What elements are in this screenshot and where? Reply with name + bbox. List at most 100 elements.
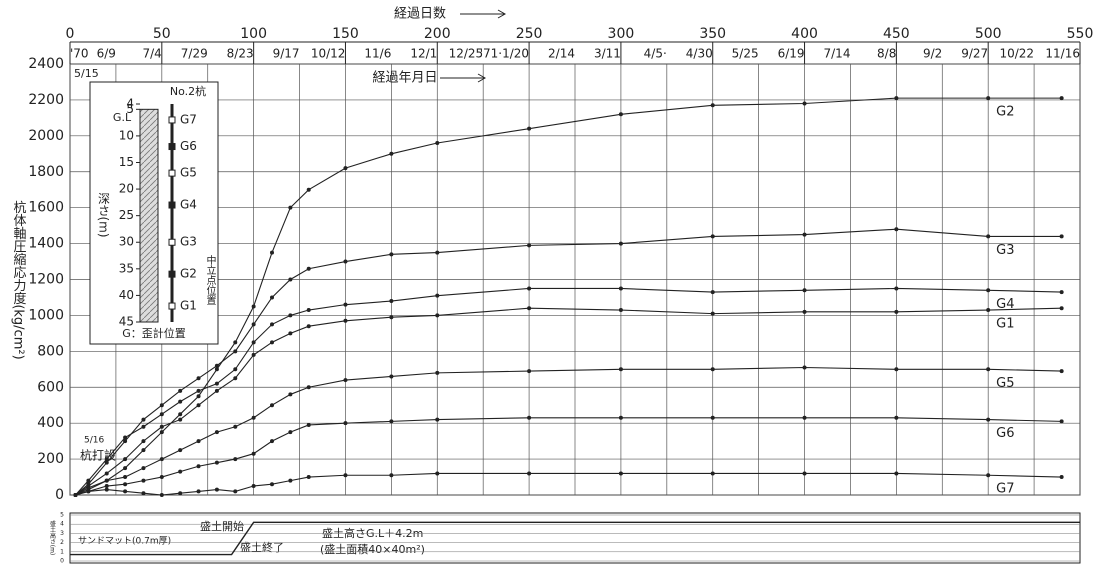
gauge-label: G7 bbox=[180, 112, 197, 126]
x-tick-label: 100 bbox=[240, 26, 267, 42]
data-point bbox=[288, 313, 292, 317]
data-point bbox=[894, 471, 898, 475]
data-point bbox=[435, 251, 439, 255]
data-point bbox=[233, 376, 237, 380]
data-point bbox=[160, 430, 164, 434]
data-point bbox=[123, 466, 127, 470]
data-point bbox=[803, 365, 807, 369]
data-point bbox=[527, 127, 531, 131]
data-point bbox=[215, 461, 219, 465]
data-point bbox=[160, 493, 164, 497]
date-tick-label: 3/11 bbox=[594, 47, 621, 61]
data-point bbox=[619, 286, 623, 290]
date-tick-label: 7/4 bbox=[143, 47, 162, 61]
series-label: G1 bbox=[996, 317, 1014, 332]
x-tick-label: 150 bbox=[332, 26, 359, 42]
date-tick-label: 12/25 bbox=[449, 47, 484, 61]
depth-tick-label: 5 bbox=[126, 102, 134, 116]
y-tick-label: 1400 bbox=[28, 236, 64, 252]
inset-neutral-label: 中立点位置 bbox=[204, 254, 216, 305]
date-tick-label: 4/5· bbox=[644, 47, 667, 61]
data-point bbox=[252, 416, 256, 420]
date-tick-label: 9/17 bbox=[273, 47, 300, 61]
data-point bbox=[252, 322, 256, 326]
data-point bbox=[527, 286, 531, 290]
y-tick-label: 1000 bbox=[28, 307, 64, 323]
y-tick-label: 1600 bbox=[28, 200, 64, 216]
date-tick-label: 5/25 bbox=[732, 47, 759, 61]
gauge-marker bbox=[169, 271, 175, 277]
data-point bbox=[435, 313, 439, 317]
data-point bbox=[1060, 290, 1064, 294]
x-tick-label: 350 bbox=[699, 26, 726, 42]
depth-tick-label: 20 bbox=[119, 182, 134, 196]
data-point bbox=[270, 403, 274, 407]
data-point bbox=[389, 374, 393, 378]
data-point bbox=[215, 382, 219, 386]
data-point bbox=[389, 315, 393, 319]
data-point bbox=[343, 166, 347, 170]
annotation: 5/16 bbox=[84, 436, 104, 446]
data-point bbox=[105, 457, 109, 461]
fill-tick-label: 4 bbox=[60, 521, 64, 528]
date-tick-label: 9/27 bbox=[961, 47, 988, 61]
y-tick-label: 600 bbox=[37, 379, 64, 395]
data-point bbox=[123, 489, 127, 493]
annotation: 盛土高さG.L＋4.2m bbox=[322, 526, 423, 540]
gauge-label: G2 bbox=[180, 267, 197, 281]
data-point bbox=[215, 430, 219, 434]
data-point bbox=[527, 471, 531, 475]
depth-tick-label: 15 bbox=[119, 155, 134, 169]
date-tick-label: 7/29 bbox=[181, 47, 208, 61]
data-point bbox=[343, 378, 347, 382]
x-tick-label: 450 bbox=[883, 26, 910, 42]
data-point bbox=[343, 421, 347, 425]
fill-tick-label: 5 bbox=[60, 512, 64, 519]
data-point bbox=[343, 260, 347, 264]
data-point bbox=[141, 448, 145, 452]
data-point bbox=[803, 416, 807, 420]
data-point bbox=[1060, 419, 1064, 423]
gauge-marker bbox=[169, 239, 175, 245]
date-tick-label: 11/6 bbox=[364, 47, 391, 61]
data-point bbox=[270, 482, 274, 486]
depth-tick-label: 10 bbox=[119, 128, 134, 142]
data-point bbox=[178, 412, 182, 416]
data-point bbox=[619, 242, 623, 246]
data-point bbox=[619, 416, 623, 420]
date-tick-label: 12/1 bbox=[410, 47, 437, 61]
data-point bbox=[288, 331, 292, 335]
data-point bbox=[270, 340, 274, 344]
data-point bbox=[894, 96, 898, 100]
data-point bbox=[178, 418, 182, 422]
data-point bbox=[160, 403, 164, 407]
data-point bbox=[711, 312, 715, 316]
data-point bbox=[252, 353, 256, 357]
data-point bbox=[141, 418, 145, 422]
data-point bbox=[986, 288, 990, 292]
data-point bbox=[123, 457, 127, 461]
data-point bbox=[711, 367, 715, 371]
data-point bbox=[527, 243, 531, 247]
y-tick-label: 1200 bbox=[28, 272, 64, 288]
data-point bbox=[233, 425, 237, 429]
data-point bbox=[160, 475, 164, 479]
series-label: G3 bbox=[996, 243, 1014, 258]
data-point bbox=[178, 389, 182, 393]
gauge-marker bbox=[169, 202, 175, 208]
data-point bbox=[252, 304, 256, 308]
data-point bbox=[288, 430, 292, 434]
data-point bbox=[527, 369, 531, 373]
data-point bbox=[307, 188, 311, 192]
data-point bbox=[343, 303, 347, 307]
data-point bbox=[197, 489, 201, 493]
inset-depth-label: 深さ(m) bbox=[97, 192, 111, 238]
data-point bbox=[105, 471, 109, 475]
y-tick-label: 200 bbox=[37, 451, 64, 467]
y-tick-label: 2200 bbox=[28, 92, 64, 108]
date-tick-label: 6/19 bbox=[778, 47, 805, 61]
date-tick-label: '70 bbox=[70, 47, 89, 61]
data-point bbox=[197, 389, 201, 393]
data-point bbox=[619, 308, 623, 312]
depth-tick-label: 45 bbox=[119, 315, 134, 329]
